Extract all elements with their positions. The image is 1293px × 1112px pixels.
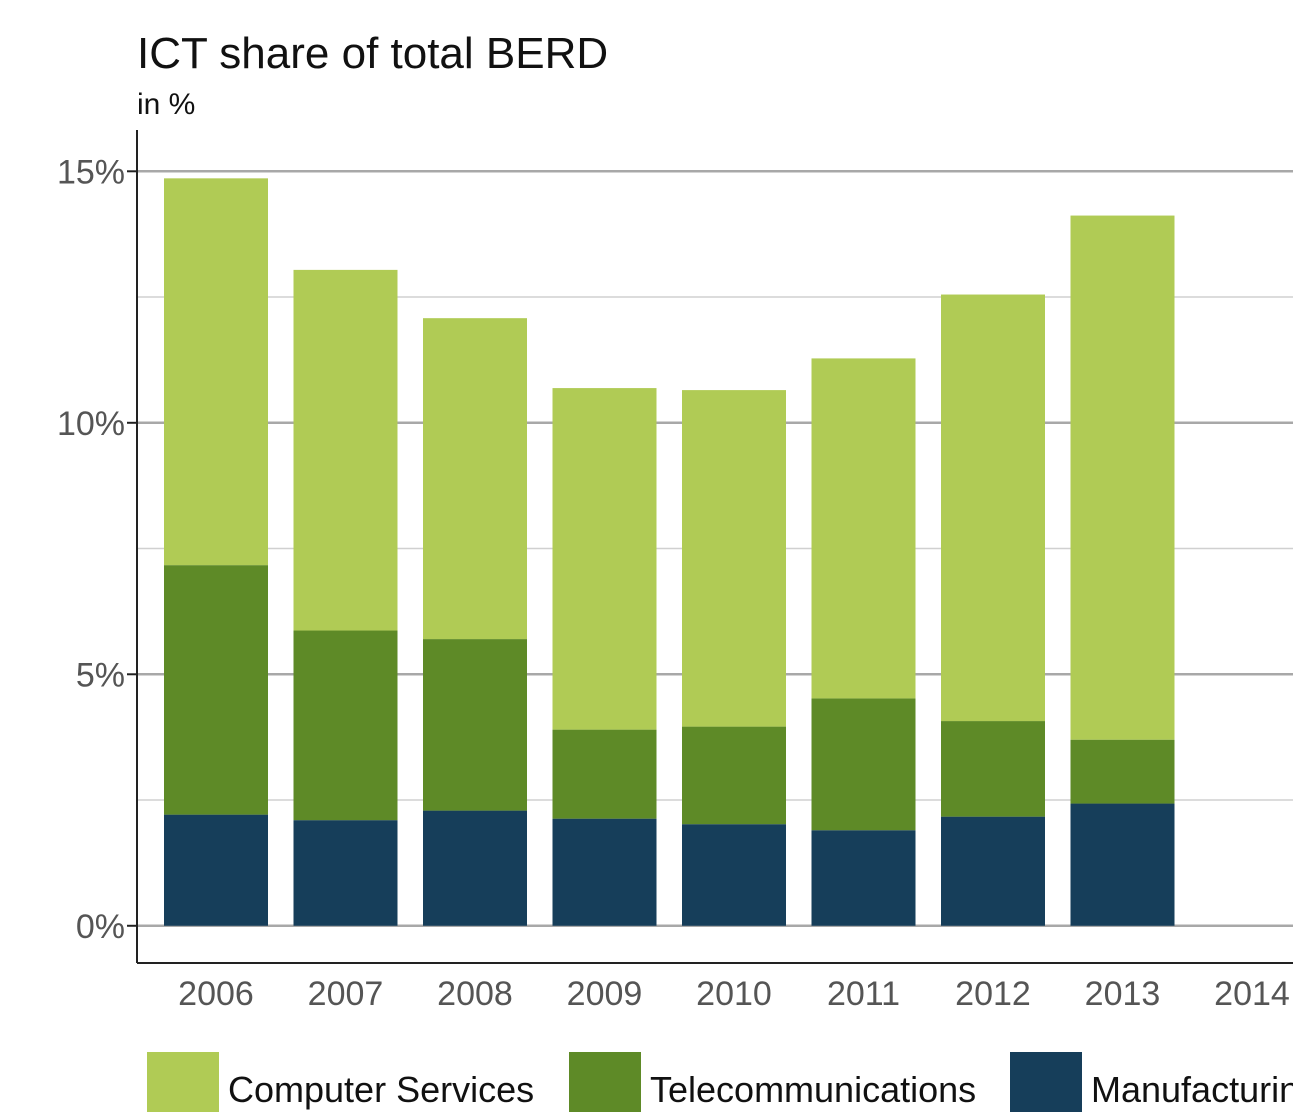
bar-segment: [552, 818, 657, 926]
chart-subtitle: in %: [137, 88, 195, 121]
bar-segment: [423, 639, 527, 811]
x-tick-label: 2011: [827, 975, 900, 1013]
bar-segment: [164, 178, 268, 566]
bar-segment: [811, 830, 916, 926]
bar-segment: [423, 810, 527, 926]
bar-segment: [941, 294, 1045, 722]
bar-segment: [164, 814, 268, 926]
bar-segment: [293, 630, 398, 821]
bar-segment: [941, 721, 1045, 817]
bar-segment: [293, 269, 398, 631]
bar-segment: [682, 824, 786, 926]
y-tick-label: 15%: [57, 153, 125, 191]
bar-segment: [811, 358, 916, 699]
bar-segment: [423, 318, 527, 640]
bar-segment: [811, 698, 916, 831]
bar-segment: [1070, 739, 1175, 804]
bar-segment: [552, 729, 657, 819]
x-tick-label: 2012: [955, 975, 1031, 1013]
bar-segment: [682, 726, 786, 825]
x-tick-label: 2007: [308, 975, 384, 1013]
x-tick-label: 2010: [696, 975, 772, 1013]
x-tick-label: 2006: [178, 975, 254, 1013]
chart-title: ICT share of total BERD: [137, 29, 608, 78]
x-tick-label: 2013: [1085, 975, 1161, 1013]
legend-swatch: [1010, 1052, 1082, 1112]
bar-segment: [1070, 803, 1175, 926]
legend-label: Manufacturing: [1091, 1069, 1293, 1110]
x-tick-label: 2014: [1214, 975, 1290, 1013]
y-tick-label: 5%: [76, 656, 125, 694]
bar-segment: [293, 820, 398, 926]
legend-label: Computer Services: [228, 1069, 534, 1110]
bar-segment: [1070, 215, 1175, 740]
bar-segment: [941, 816, 1045, 926]
x-tick-label: 2008: [437, 975, 513, 1013]
legend-swatch: [569, 1052, 641, 1112]
y-tick-label: 10%: [57, 405, 125, 443]
legend-swatch: [147, 1052, 219, 1112]
y-tick-label: 0%: [76, 908, 125, 946]
bar-segment: [164, 565, 268, 815]
bar-segment: [682, 390, 786, 727]
legend-label: Telecommunications: [650, 1069, 976, 1110]
bar-segment: [552, 388, 657, 730]
x-tick-label: 2009: [567, 975, 643, 1013]
